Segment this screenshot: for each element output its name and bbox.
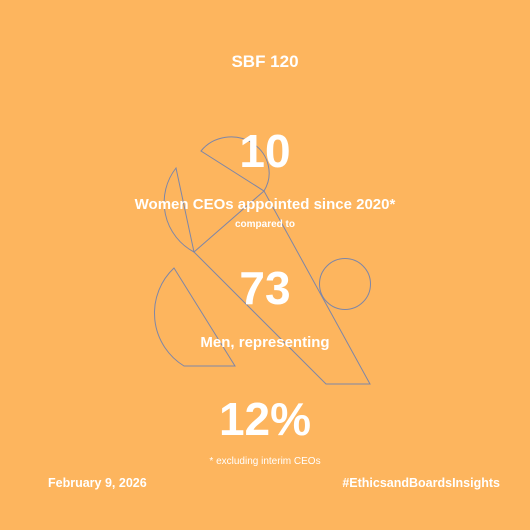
index-name-title: SBF 120 (231, 52, 299, 71)
footer-date: February 9, 2026 (48, 476, 147, 490)
men-ceo-label: Men, representing (200, 334, 330, 351)
upper-half-circle-shape (200, 136, 270, 192)
women-ceo-count: 10 (239, 125, 291, 177)
footer-hashtag: #EthicsandBoardsInsights (342, 476, 500, 490)
lower-half-circle-shape (163, 166, 195, 253)
men-ceo-count: 73 (239, 262, 291, 314)
compared-to-label: compared to (234, 219, 295, 230)
diagonal-bar-shape (193, 190, 371, 385)
percentage-value: 12% (218, 393, 312, 445)
women-ceo-label: Women CEOs appointed since 2020* (134, 196, 396, 213)
footnote-text: * excluding interim CEOs (209, 456, 321, 467)
small-circle-shape (319, 258, 371, 310)
bottom-half-circle-shape (153, 267, 236, 367)
